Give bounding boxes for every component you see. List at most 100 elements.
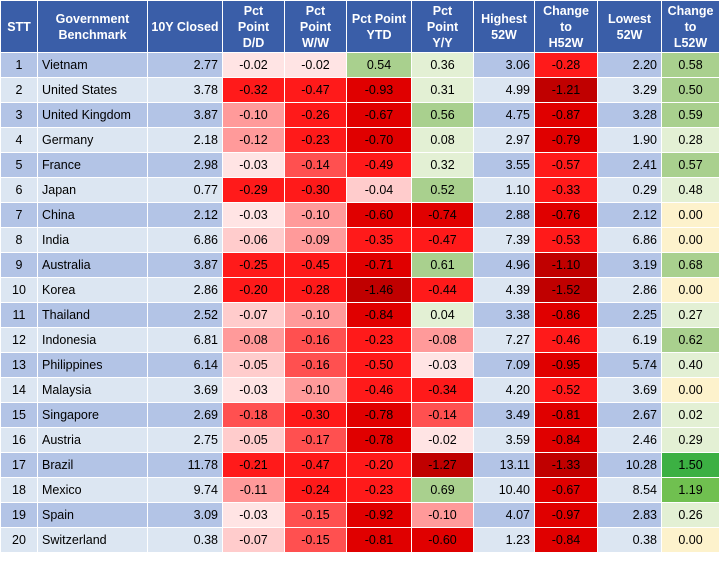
pct-yy-cell: -0.60 — [411, 527, 474, 553]
pct-dd-cell: -0.05 — [222, 352, 285, 378]
pct-ytd-cell: -0.81 — [346, 527, 412, 553]
header-change-to-l52w[interactable]: Change to L52W — [661, 0, 720, 53]
closed-10y-cell: 6.86 — [147, 227, 223, 253]
pct-ytd-cell: -0.78 — [346, 427, 412, 453]
table-row[interactable]: 1 Vietnam 2.77 -0.02 -0.02 0.54 0.36 3.06 -0.28 2… — [0, 52, 720, 78]
table-row[interactable]: 20 Switzerland 0.38 -0.07 -0.15 -0.81 -0.60 1.2… — [0, 527, 720, 553]
closed-10y-cell: 0.77 — [147, 177, 223, 203]
header-change-to-h52w[interactable]: Change to H52W — [534, 0, 598, 53]
pct-ytd-cell: -0.04 — [346, 177, 412, 203]
pct-ytd-cell: -0.71 — [346, 252, 412, 278]
pct-dd-cell: -0.03 — [222, 152, 285, 178]
pct-ww-cell: -0.16 — [284, 327, 347, 353]
highest-52w-cell: 1.23 — [473, 527, 535, 553]
table-row[interactable]: 11 Thailand 2.52 -0.07 -0.10 -0.84 0.04 3.38 -0.… — [0, 302, 720, 328]
lowest-52w-cell: 2.46 — [597, 427, 662, 453]
header-pct-point-yy[interactable]: Pct Point Y/Y — [411, 0, 474, 53]
change-l52w-cell: 0.00 — [661, 377, 720, 403]
change-h52w-cell: -0.67 — [534, 477, 598, 503]
pct-dd-cell: -0.20 — [222, 277, 285, 303]
table-row[interactable]: 15 Singapore 2.69 -0.18 -0.30 -0.78 -0.14 3.49-… — [0, 402, 720, 428]
country-cell: Philippines — [37, 352, 148, 378]
lowest-52w-cell: 5.74 — [597, 352, 662, 378]
pct-ww-cell: -0.10 — [284, 302, 347, 328]
table-row[interactable]: 18 Mexico 9.74 -0.11 -0.24 -0.23 0.69 10.40 -0.6… — [0, 477, 720, 503]
table-row[interactable]: 3 United Kingdom 3.87 -0.10 -0.26 -0.67 0.56 4.… — [0, 102, 720, 128]
header-pct-point-ww[interactable]: Pct Point W/W — [284, 0, 347, 53]
change-h52w-cell: -0.53 — [534, 227, 598, 253]
table-row[interactable]: 4 Germany 2.18 -0.12 -0.23 -0.70 0.08 2.97 -0.79… — [0, 127, 720, 153]
lowest-52w-cell: 10.28 — [597, 452, 662, 478]
pct-dd-cell: -0.11 — [222, 477, 285, 503]
pct-ytd-cell: -0.67 — [346, 102, 412, 128]
lowest-52w-cell: 1.90 — [597, 127, 662, 153]
pct-yy-cell: -0.44 — [411, 277, 474, 303]
table-row[interactable]: 13 Philippines 6.14 -0.05 -0.16 -0.50 -0.03 7.0… — [0, 352, 720, 378]
country-cell: Indonesia — [37, 327, 148, 353]
country-cell: United Kingdom — [37, 102, 148, 128]
highest-52w-cell: 4.75 — [473, 102, 535, 128]
header-stt[interactable]: STT — [0, 0, 38, 53]
pct-yy-cell: -0.02 — [411, 427, 474, 453]
change-l52w-cell: 0.29 — [661, 427, 720, 453]
closed-10y-cell: 6.14 — [147, 352, 223, 378]
change-h52w-cell: -1.33 — [534, 452, 598, 478]
country-cell: Vietnam — [37, 52, 148, 78]
lowest-52w-cell: 0.29 — [597, 177, 662, 203]
table-row[interactable]: 12 Indonesia 6.81 -0.08 -0.16 -0.23 -0.08 7.27-… — [0, 327, 720, 353]
closed-10y-cell: 11.78 — [147, 452, 223, 478]
pct-dd-cell: -0.03 — [222, 202, 285, 228]
table-row[interactable]: 17 Brazil 11.78 -0.21 -0.47 -0.20 -1.27 13.11 -1… — [0, 452, 720, 478]
change-h52w-cell: -0.79 — [534, 127, 598, 153]
country-cell: Austria — [37, 427, 148, 453]
header-pct-point-dd[interactable]: Pct Point D/D — [222, 0, 285, 53]
pct-ww-cell: -0.26 — [284, 102, 347, 128]
table-row[interactable]: 19 Spain 3.09 -0.03 -0.15 -0.92 -0.10 4.07 -0.97… — [0, 502, 720, 528]
table-row[interactable]: 7 China 2.12 -0.03 -0.10 -0.60 -0.74 2.88 -0.76 2… — [0, 202, 720, 228]
country-cell: Brazil — [37, 452, 148, 478]
table-row[interactable]: 6 Japan 0.77 -0.29 -0.30 -0.04 0.52 1.10 -0.33 0.… — [0, 177, 720, 203]
country-cell: Thailand — [37, 302, 148, 328]
table-row[interactable]: 5 France 2.98 -0.03 -0.14 -0.49 0.32 3.55 -0.57 2… — [0, 152, 720, 178]
highest-52w-cell: 4.99 — [473, 77, 535, 103]
change-h52w-cell: -0.84 — [534, 527, 598, 553]
table-row[interactable]: 14 Malaysia 3.69 -0.03 -0.10 -0.46 -0.34 4.20 -0… — [0, 377, 720, 403]
pct-yy-cell: 0.32 — [411, 152, 474, 178]
header-10y-closed[interactable]: 10Y Closed — [147, 0, 223, 53]
table-body: 1 Vietnam 2.77 -0.02 -0.02 0.54 0.36 3.06 -0.28 2… — [0, 52, 720, 553]
country-cell: Switzerland — [37, 527, 148, 553]
change-l52w-cell: 1.19 — [661, 477, 720, 503]
table-row[interactable]: 10 Korea 2.86 -0.20 -0.28 -1.46 -0.44 4.39 -1.52… — [0, 277, 720, 303]
highest-52w-cell: 3.06 — [473, 52, 535, 78]
stt-cell: 1 — [0, 52, 38, 78]
change-h52w-cell: -0.97 — [534, 502, 598, 528]
change-h52w-cell: -0.86 — [534, 302, 598, 328]
pct-ww-cell: -0.15 — [284, 527, 347, 553]
table-row[interactable]: 2 United States 3.78 -0.32 -0.47 -0.93 0.31 4.9… — [0, 77, 720, 103]
change-l52w-cell: 0.62 — [661, 327, 720, 353]
pct-yy-cell: 0.56 — [411, 102, 474, 128]
pct-dd-cell: -0.08 — [222, 327, 285, 353]
table-row[interactable]: 8 India 6.86 -0.06 -0.09 -0.35 -0.47 7.39 -0.53 6… — [0, 227, 720, 253]
change-h52w-cell: -0.81 — [534, 402, 598, 428]
stt-cell: 8 — [0, 227, 38, 253]
pct-dd-cell: -0.03 — [222, 377, 285, 403]
table-row[interactable]: 16 Austria 2.75 -0.05 -0.17 -0.78 -0.02 3.59 -0.… — [0, 427, 720, 453]
header-highest-52w[interactable]: Highest 52W — [473, 0, 535, 53]
benchmark-table: STT Government Benchmark 10Y Closed Pct … — [0, 0, 720, 553]
lowest-52w-cell: 3.69 — [597, 377, 662, 403]
pct-ytd-cell: -1.46 — [346, 277, 412, 303]
lowest-52w-cell: 8.54 — [597, 477, 662, 503]
pct-ww-cell: -0.47 — [284, 452, 347, 478]
header-pct-point-ytd[interactable]: Pct Point YTD — [346, 0, 412, 53]
stt-cell: 20 — [0, 527, 38, 553]
highest-52w-cell: 3.59 — [473, 427, 535, 453]
table-row[interactable]: 9 Australia 3.87 -0.25 -0.45 -0.71 0.61 4.96 -1.… — [0, 252, 720, 278]
stt-cell: 9 — [0, 252, 38, 278]
lowest-52w-cell: 6.19 — [597, 327, 662, 353]
pct-ytd-cell: -0.23 — [346, 327, 412, 353]
lowest-52w-cell: 2.41 — [597, 152, 662, 178]
header-government-benchmark[interactable]: Government Benchmark — [37, 0, 148, 53]
pct-yy-cell: -0.74 — [411, 202, 474, 228]
header-lowest-52w[interactable]: Lowest 52W — [597, 0, 662, 53]
